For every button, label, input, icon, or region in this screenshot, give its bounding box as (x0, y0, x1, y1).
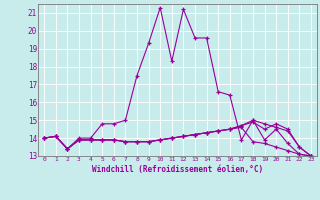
X-axis label: Windchill (Refroidissement éolien,°C): Windchill (Refroidissement éolien,°C) (92, 165, 263, 174)
